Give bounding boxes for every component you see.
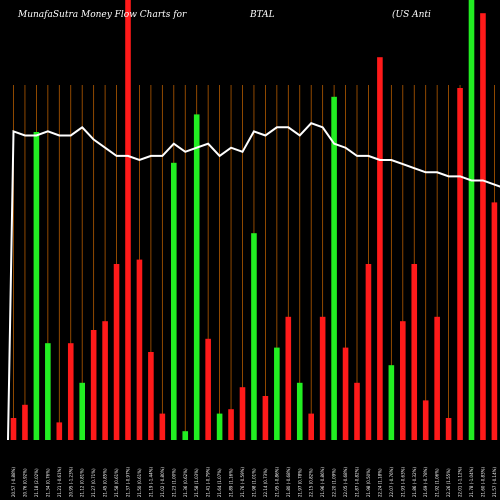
bar (365, 264, 372, 440)
bar (125, 0, 131, 440)
tick-label: 21.98 (1.01%) (251, 468, 256, 497)
tick-label: 21.93 (-0.63%) (400, 467, 405, 497)
tick-label: 20.95 (-1.23%) (68, 467, 73, 497)
bar (239, 387, 246, 440)
bar (434, 316, 440, 440)
bar (468, 0, 475, 440)
bar (422, 400, 429, 440)
bar (285, 316, 292, 440)
bar (67, 343, 74, 440)
bar (377, 57, 383, 440)
bar (171, 162, 177, 441)
tick-label: 21.98 (0.50%) (366, 468, 371, 497)
tick-label: 21.45 (0.85%) (103, 468, 108, 497)
tick-label: 22.20 (1.09%) (332, 468, 337, 497)
tick-label: 21.37 (-0.97%) (126, 467, 131, 497)
bar (113, 264, 120, 440)
bar (33, 132, 40, 440)
bar (79, 382, 85, 440)
bar (90, 330, 97, 440)
bar (262, 396, 269, 440)
bar (251, 233, 257, 440)
tick-label: 21.36 (0.62%) (183, 468, 188, 497)
bar (445, 418, 452, 440)
tick-label: 21.41 (-0.79%) (206, 467, 211, 497)
tick-label: 21.78 (-1.04%) (469, 467, 474, 497)
price-line (7, 122, 500, 441)
bar (193, 114, 200, 441)
tick-label: 21.87 (-0.82%) (355, 467, 360, 497)
price-line-layer (7, 122, 500, 441)
tick-label: 21.58 (1.03%) (194, 468, 199, 497)
x-tick-labels: 20.57 (-0.88%) 20.76 (0.92%) 21.18 (2.02%)… (11, 467, 497, 497)
tick-label: 22.14 (0.73%) (263, 468, 268, 497)
tick-label: 21.64 (1.07%) (217, 468, 222, 497)
tick-label: 22.07 (-0.76%) (389, 467, 394, 497)
tick-label: 21.76 (-0.59%) (240, 467, 245, 497)
bar (388, 365, 395, 440)
tick-label: 21.97 (0.78%) (297, 468, 302, 497)
tick-label: 21.18 (2.02%) (34, 468, 39, 497)
tick-label: 22.01 (-1.12%) (458, 467, 463, 497)
tick-label: 22.05 (-0.68%) (343, 467, 348, 497)
tick-label: 21.12 (0.81%) (80, 468, 85, 497)
tick-label: 20.57 (-0.88%) (11, 467, 16, 497)
tick-label: 21.02 (-0.80%) (160, 467, 165, 497)
bar (491, 202, 498, 440)
bar (308, 413, 314, 440)
bar (457, 88, 463, 440)
tick-label: 21.23 (1.00%) (171, 468, 176, 497)
tick-label: 21.21 (-0.61%) (57, 467, 62, 497)
bar (331, 96, 337, 441)
bar (136, 259, 143, 440)
bar (296, 382, 303, 440)
bar (400, 321, 406, 440)
bar (205, 338, 211, 440)
bar (274, 347, 280, 440)
bar (45, 343, 51, 440)
tick-label: 20.76 (0.92%) (22, 468, 27, 497)
tick-label: 21.58 (0.61%) (114, 468, 119, 497)
bar (56, 422, 63, 440)
bars (10, 0, 498, 441)
tick-label: 22.15 (0.82%) (309, 468, 314, 497)
tick-label: 21.80 (-0.68%) (286, 467, 291, 497)
bar (354, 382, 360, 440)
bar (411, 264, 418, 440)
tick-label: 21.69 (-0.78%) (423, 467, 428, 497)
bar (102, 321, 108, 440)
bar (228, 409, 234, 440)
tick-label: 21.95 (-0.86%) (274, 467, 279, 497)
tick-label: 21.34 (0.76%) (45, 468, 50, 497)
tick-label: 21.27 (0.71%) (91, 468, 96, 497)
chart-title-symbol: BTAL (249, 10, 275, 20)
tick-label: 21.92 (1.06%) (435, 468, 440, 497)
tick-label: 21.19 (-1.44%) (148, 467, 153, 497)
tick-label: 21.57 (-0.14%) (492, 467, 497, 497)
tick-label: 22.26 (1.55%) (446, 468, 451, 497)
bar (319, 316, 326, 440)
chart-title-right: (US Anti (392, 9, 431, 20)
tick-label: 21.96 (-0.86%) (320, 467, 325, 497)
bar (22, 404, 28, 440)
tick-label: 21.60 (-0.83%) (480, 467, 485, 497)
chart-title-left: MunafaSutra Money Flow Charts for (17, 10, 187, 20)
bar (148, 352, 154, 440)
tick-label: 22.24 (1.18%) (377, 468, 382, 497)
bar (182, 431, 189, 440)
bar (480, 13, 486, 440)
bar (159, 413, 166, 440)
bar (342, 347, 349, 440)
bar (10, 418, 17, 440)
tick-label: 21.86 (-0.32%) (412, 467, 417, 497)
bar (216, 413, 223, 440)
tick-label: 21.50 (0.61%) (137, 468, 142, 497)
tick-label: 21.89 (1.16%) (229, 468, 234, 497)
